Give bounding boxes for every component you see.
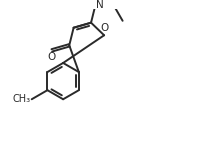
Text: O: O <box>100 23 108 33</box>
Text: O: O <box>48 52 56 62</box>
Text: CH₃: CH₃ <box>13 94 31 104</box>
Text: N: N <box>96 0 104 10</box>
